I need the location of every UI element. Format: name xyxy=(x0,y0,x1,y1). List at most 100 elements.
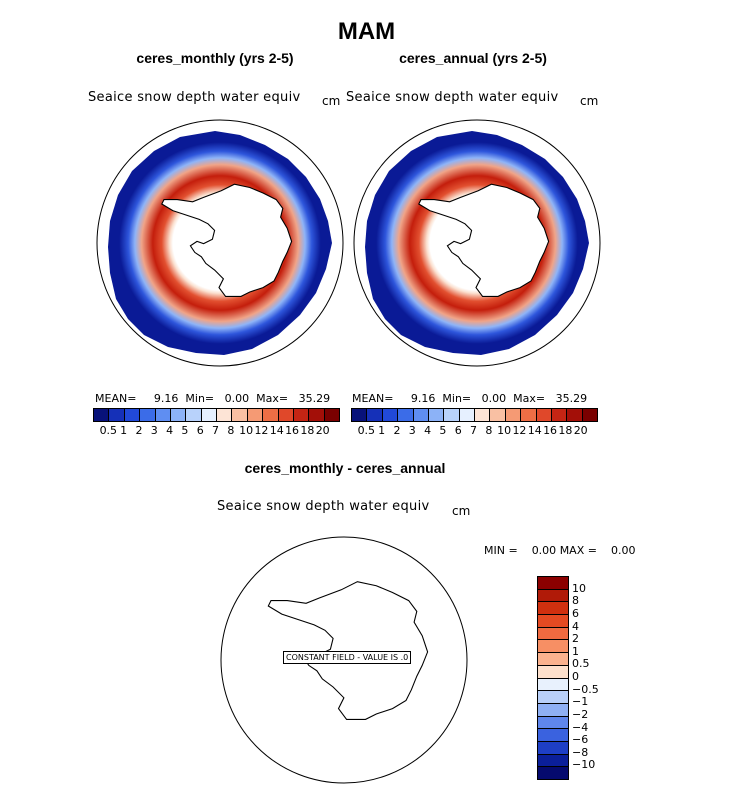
diff-colorbar-tick-label: 2 xyxy=(572,632,579,646)
panel-left-colorbar-swatch-10 xyxy=(247,409,264,421)
panel-right-colorbar-swatch-3 xyxy=(398,409,414,421)
diff-colorbar-swatch-12 xyxy=(538,729,568,742)
panel-left-colorbar-tick-label: 0.5 xyxy=(99,424,118,437)
panel-left-colorbar-swatch-15 xyxy=(324,409,339,421)
panel-right-colorbar-tick-label: 5 xyxy=(439,424,447,437)
panel-left-colorbar-tick-label: 5 xyxy=(181,424,189,437)
panel-left-colorbar-swatch-12 xyxy=(278,409,294,421)
panel-left-subtitle: ceres_monthly (yrs 2-5) xyxy=(136,50,294,66)
panel-right-colorbar-tick-label: 1 xyxy=(378,424,386,437)
panel-left-units: cm xyxy=(322,94,341,108)
diff-colorbar-tick-label: −6 xyxy=(572,733,589,747)
panel-right-colorbar-tick-label: 8 xyxy=(485,424,493,437)
figure-title: MAM xyxy=(337,18,396,45)
diff-subtitle: ceres_monthly - ceres_annual xyxy=(244,460,446,476)
panel-right-colorbar-swatch-12 xyxy=(536,409,552,421)
panel-right-colorbar-swatch-0 xyxy=(352,409,368,421)
panel-right-colorbar-swatch-8 xyxy=(475,409,491,421)
diff-colorbar xyxy=(537,576,569,780)
panel-left-colorbar-swatch-8 xyxy=(217,409,233,421)
diff-colorbar-swatch-9 xyxy=(538,691,568,704)
panel-right-colorbar-swatch-14 xyxy=(567,409,583,421)
diff-colorbar-tick-label: −1 xyxy=(572,695,589,709)
diff-colorbar-swatch-1 xyxy=(538,589,568,603)
panel-right-max-label: Max= xyxy=(513,392,546,405)
diff-colorbar-tick-label: 8 xyxy=(572,594,579,608)
diff-colorbar-swatch-4 xyxy=(538,627,568,641)
panel-left-colorbar-swatch-0 xyxy=(94,409,110,421)
panel-left-colorbar xyxy=(93,408,340,422)
diff-colorbar-tick-label: 6 xyxy=(572,606,579,620)
panel-right-colorbar-tick-label: 18 xyxy=(558,424,573,437)
diff-colorbar-tick-label: 1 xyxy=(572,644,579,658)
panel-left-colorbar-swatch-4 xyxy=(155,409,171,421)
diff-colorbar-tick-label: 10 xyxy=(572,581,586,595)
panel-right-colorbar-tick-label: 3 xyxy=(408,424,416,437)
panel-right-subtitle: ceres_annual (yrs 2-5) xyxy=(399,50,547,66)
diff-colorbar-tick-label: −4 xyxy=(572,720,589,734)
panel-left-colorbar-swatch-13 xyxy=(293,409,310,421)
panel-left-colorbar-swatch-2 xyxy=(124,409,141,421)
panel-left-colorbar-tick-label: 1 xyxy=(120,424,128,437)
diff-variable: Seaice snow depth water equiv xyxy=(217,499,430,514)
panel-left-stats: MEAN= 9.16 Min= 0.00 Max= 35.29 xyxy=(95,392,330,405)
panel-left-colorbar-tick-label: 14 xyxy=(269,424,284,437)
diff-colorbar-swatch-0 xyxy=(538,577,568,590)
panel-right-colorbar-tick-label: 0.5 xyxy=(357,424,376,437)
panel-left-colorbar-tick-label: 2 xyxy=(135,424,143,437)
diff-colorbar-swatch-3 xyxy=(538,615,568,628)
panel-right-colorbar-tick-label: 20 xyxy=(573,424,588,437)
panel-right-min: 0.00 xyxy=(481,392,507,405)
diff-colorbar-swatch-15 xyxy=(538,767,568,779)
panel-left-colorbar-swatch-14 xyxy=(309,409,325,421)
diff-colorbar-swatch-2 xyxy=(538,602,568,616)
panel-right-colorbar-tick-label: 14 xyxy=(527,424,542,437)
diff-stats: MIN = 0.00 MAX = 0.00 xyxy=(484,544,635,557)
diff-colorbar-tick-label: −0.5 xyxy=(572,682,599,696)
panel-left-mean-label: MEAN= xyxy=(95,392,137,405)
panel-left-colorbar-tick-label: 20 xyxy=(315,424,330,437)
diff-min-label: MIN = xyxy=(484,544,518,557)
diff-colorbar-tick-label: 0.5 xyxy=(572,657,590,671)
diff-colorbar-ticks: 10 8 6 4 2 1 0.5 0 −0.5 −1 −2 −4 −6 −8 −10 xyxy=(572,576,612,778)
panel-right-colorbar-tick-label: 7 xyxy=(470,424,477,437)
diff-colorbar-tick-label: −2 xyxy=(572,707,589,721)
panel-right-colorbar-tick-label: 6 xyxy=(454,424,462,437)
panel-right-colorbar-swatch-2 xyxy=(382,409,399,421)
panel-left-min-label: Min= xyxy=(185,392,215,405)
diff-units: cm xyxy=(452,504,471,518)
diff-colorbar-swatch-11 xyxy=(538,716,568,730)
diff-colorbar-swatch-7 xyxy=(538,665,568,679)
diff-colorbar-swatch-13 xyxy=(538,741,568,755)
diff-colorbar-tick-label: −8 xyxy=(572,745,589,759)
panel-right-colorbar-swatch-1 xyxy=(367,409,383,421)
panel-left-mean: 9.16 xyxy=(153,392,179,405)
constant-field-label: CONSTANT FIELD - VALUE IS .0 xyxy=(283,651,412,664)
panel-left-colorbar-swatch-3 xyxy=(140,409,156,421)
diff-min: 0.00 xyxy=(531,544,557,557)
panel-right-colorbar xyxy=(351,408,598,422)
panel-left-colorbar-tick-label: 8 xyxy=(227,424,235,437)
panel-left-colorbar-tick-label: 3 xyxy=(150,424,158,437)
diff-colorbar-swatch-10 xyxy=(538,703,568,717)
panel-left-colorbar-ticks: 0.5 1 2 3 4 5 6 7 8 10 12 14 16 18 20 xyxy=(93,424,338,438)
panel-right-stats: MEAN= 9.16 Min= 0.00 Max= 35.29 xyxy=(352,392,587,405)
panel-right-mean: 9.16 xyxy=(410,392,436,405)
panel-left-colorbar-swatch-6 xyxy=(186,409,202,421)
panel-right-colorbar-tick-label: 10 xyxy=(497,424,512,437)
panel-left-colorbar-tick-label: 18 xyxy=(300,424,315,437)
panel-left-colorbar-swatch-9 xyxy=(232,409,248,421)
panel-right-colorbar-swatch-7 xyxy=(459,409,475,421)
panel-left-colorbar-tick-label: 4 xyxy=(166,424,174,437)
panel-right-mean-label: MEAN= xyxy=(352,392,394,405)
panel-left-max: 35.29 xyxy=(298,392,331,405)
panel-right-min-label: Min= xyxy=(442,392,472,405)
panel-right-colorbar-tick-label: 12 xyxy=(512,424,527,437)
panel-left-variable: Seaice snow depth water equiv xyxy=(88,90,301,105)
panel-right-colorbar-tick-label: 4 xyxy=(424,424,432,437)
diff-max: 0.00 xyxy=(610,544,636,557)
diff-max-label: MAX = xyxy=(559,544,597,557)
panel-left-colorbar-swatch-5 xyxy=(170,409,187,421)
panel-right-colorbar-swatch-4 xyxy=(413,409,429,421)
diff-colorbar-tick-label: 0 xyxy=(572,670,579,683)
